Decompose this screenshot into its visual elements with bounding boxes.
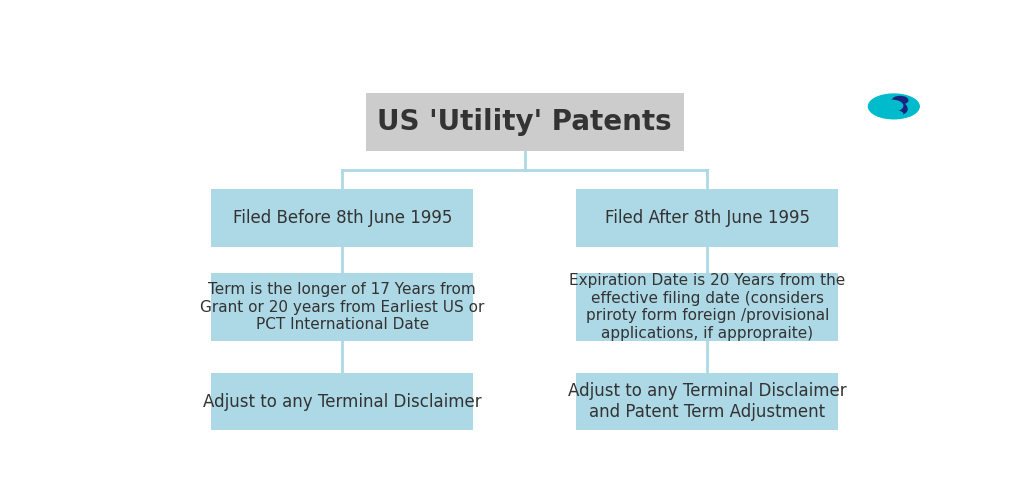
Ellipse shape xyxy=(883,111,903,117)
Circle shape xyxy=(880,100,903,111)
Bar xyxy=(577,273,839,341)
Bar xyxy=(577,189,839,247)
Text: Adjust to any Terminal Disclaimer: Adjust to any Terminal Disclaimer xyxy=(203,392,481,410)
Circle shape xyxy=(868,94,920,119)
Text: Filed Before 8th June 1995: Filed Before 8th June 1995 xyxy=(232,209,452,227)
Circle shape xyxy=(893,97,908,104)
Text: Term is the longer of 17 Years from
Grant or 20 years from Earliest US or
PCT In: Term is the longer of 17 Years from Gran… xyxy=(200,282,484,332)
Ellipse shape xyxy=(883,100,907,115)
Text: Filed After 8th June 1995: Filed After 8th June 1995 xyxy=(605,209,810,227)
Bar xyxy=(577,373,839,430)
Text: Expiration Date is 20 Years from the
effective filing date (considers
priroty fo: Expiration Date is 20 Years from the eff… xyxy=(569,274,846,341)
Text: Adjust to any Terminal Disclaimer
and Patent Term Adjustment: Adjust to any Terminal Disclaimer and Pa… xyxy=(568,382,847,421)
Text: US 'Utility' Patents: US 'Utility' Patents xyxy=(378,108,672,136)
Bar xyxy=(211,273,473,341)
Bar xyxy=(211,373,473,430)
Bar xyxy=(367,93,684,151)
Bar xyxy=(211,189,473,247)
